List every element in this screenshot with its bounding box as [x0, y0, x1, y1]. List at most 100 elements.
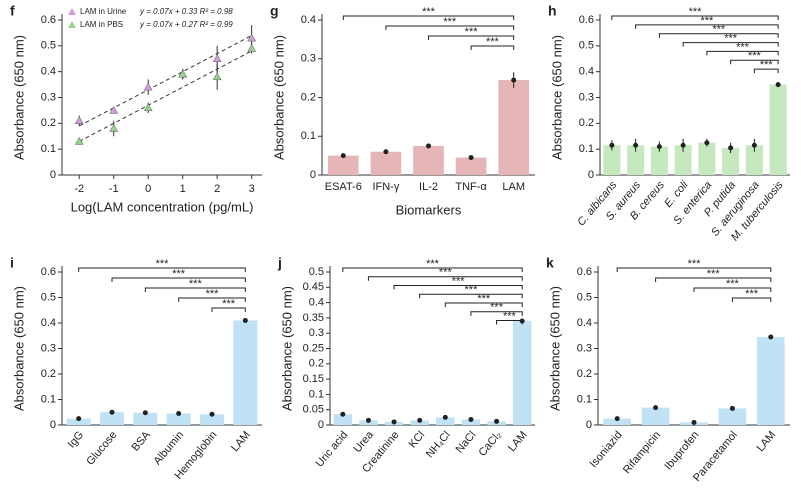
- mean-dot: [365, 417, 371, 423]
- bar: [603, 145, 621, 175]
- y-tick-label: 0.2: [579, 117, 594, 129]
- significance-bracket: [393, 284, 523, 290]
- y-tick-label: 0.45: [303, 281, 324, 293]
- x-tick-label: IL-2: [419, 181, 438, 193]
- y-tick-label: 0.5: [41, 40, 56, 52]
- point: [143, 103, 153, 112]
- mean-dot: [609, 142, 615, 148]
- point: [109, 105, 119, 114]
- y-tick-label: 0.5: [41, 291, 56, 303]
- mean-dot: [775, 82, 781, 88]
- point: [247, 43, 257, 52]
- y-tick-label: 0.4: [41, 317, 56, 329]
- significance-label: ***: [748, 50, 762, 62]
- y-tick-label: 0.3: [309, 327, 324, 339]
- significance-label: ***: [700, 15, 714, 27]
- panel-label: f: [10, 3, 15, 19]
- y-tick-label: 0.6: [577, 266, 592, 278]
- x-tick-label: Isoniazid: [588, 429, 625, 470]
- mean-dot: [680, 142, 686, 148]
- significance-bracket: [730, 59, 779, 65]
- mean-dot: [109, 409, 115, 415]
- y-tick-label: 0.1: [301, 130, 316, 142]
- x-tick-label: ESAT-6: [325, 181, 362, 193]
- bar: [722, 147, 740, 175]
- significance-bracket: [753, 68, 779, 74]
- significance-bracket: [111, 277, 246, 282]
- significance-bracket: [470, 45, 515, 50]
- significance-bracket: [78, 267, 246, 272]
- point: [109, 123, 119, 132]
- bar: [455, 157, 487, 175]
- y-tick-label: 0.3: [579, 91, 594, 103]
- x-tick-label: -2: [74, 183, 84, 195]
- mean-dot: [633, 142, 639, 148]
- significance-label: ***: [426, 258, 440, 270]
- significance-bracket: [385, 25, 515, 30]
- x-tick-label: LAM: [506, 429, 530, 454]
- x-tick-label: Rifampicin: [621, 429, 663, 476]
- significance-label: ***: [689, 6, 703, 18]
- y-tick-label: 0: [50, 419, 56, 431]
- significance-label: ***: [206, 288, 220, 300]
- y-tick-label: 0: [50, 169, 56, 181]
- significance-label: ***: [736, 41, 750, 53]
- significance-bracket: [635, 24, 779, 29]
- x-tick-label: 3: [249, 183, 255, 195]
- x-tick-label: 0: [145, 183, 151, 195]
- y-tick-label: 0: [588, 169, 594, 181]
- x-tick-label: BSA: [130, 429, 154, 454]
- y-tick-label: 0: [586, 419, 592, 431]
- bar: [769, 84, 787, 175]
- legend-label: LAM in Urine: [80, 7, 127, 16]
- significance-label: ***: [726, 278, 740, 290]
- panel-label: k: [546, 255, 554, 271]
- point: [178, 69, 188, 78]
- y-tick-label: 0.1: [577, 393, 592, 405]
- significance-label: ***: [688, 258, 702, 270]
- y-tick-label: 0: [318, 419, 324, 431]
- significance-label: ***: [707, 268, 721, 280]
- y-tick-label: 0.4: [41, 66, 56, 78]
- significance-bracket: [731, 297, 772, 302]
- significance-bracket: [470, 311, 523, 316]
- bar: [756, 337, 785, 425]
- x-tick-label: Glucose: [84, 429, 119, 468]
- significance-bracket: [178, 297, 246, 302]
- significance-label: ***: [439, 267, 453, 279]
- significance-label: ***: [760, 59, 774, 71]
- y-tick-label: 0.3: [41, 342, 56, 354]
- bar: [413, 145, 444, 175]
- significance-bracket: [616, 267, 772, 272]
- bar: [436, 417, 455, 425]
- y-tick-label: 0.5: [577, 291, 592, 303]
- mean-dot: [768, 334, 774, 340]
- y-tick-label: 0.15: [303, 373, 324, 385]
- panel-label: i: [10, 255, 14, 271]
- x-tick-label: LAM: [755, 429, 779, 454]
- significance-label: ***: [745, 288, 759, 300]
- bar: [233, 320, 258, 425]
- bar: [327, 155, 359, 175]
- mean-dot: [704, 140, 710, 146]
- y-tick-label: 0.3: [577, 342, 592, 354]
- y-tick-label: 0.25: [303, 342, 324, 354]
- panel-label: h: [548, 3, 557, 19]
- bar: [461, 419, 481, 425]
- significance-label: ***: [465, 284, 479, 296]
- mean-dot: [340, 411, 346, 417]
- mean-dot: [209, 411, 215, 417]
- mean-dot: [242, 317, 248, 323]
- x-tick-label: Ibuprofen: [662, 429, 701, 472]
- y-axis-title: Absorbance (650 nm): [547, 286, 562, 411]
- significance-bracket: [693, 287, 772, 292]
- significance-bracket: [655, 277, 772, 282]
- mean-dot: [340, 153, 346, 159]
- significance-bracket: [444, 302, 523, 307]
- significance-bracket: [419, 293, 523, 299]
- mean-dot: [391, 419, 397, 425]
- significance-bracket: [211, 307, 246, 312]
- y-tick-label: 0: [310, 169, 316, 181]
- y-tick-label: 0.1: [41, 143, 56, 155]
